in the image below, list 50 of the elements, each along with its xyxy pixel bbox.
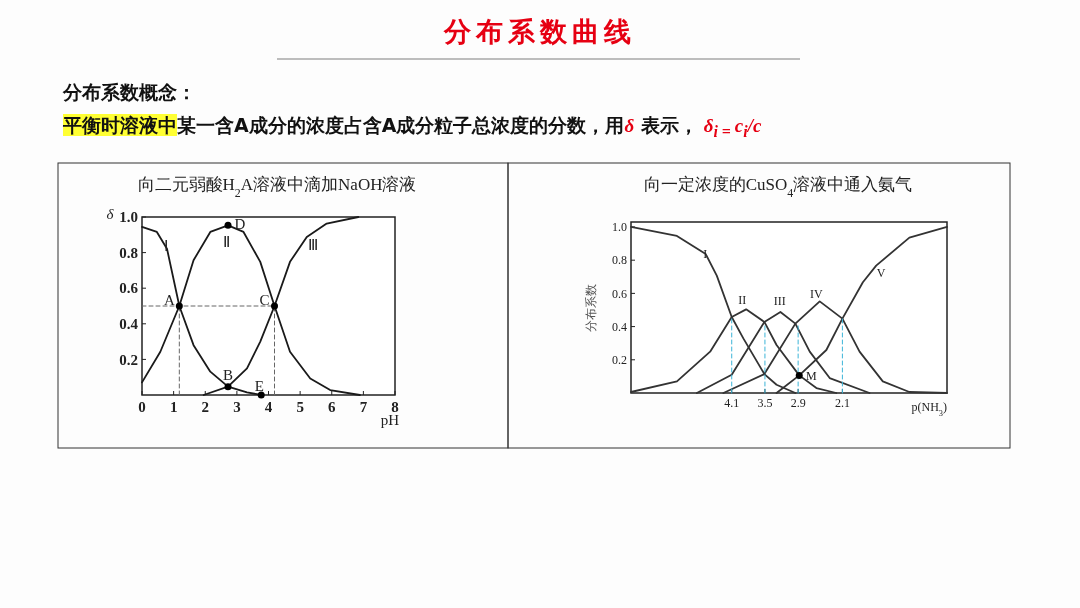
- y-tick-label: 0.2: [612, 353, 627, 367]
- y-tick-label: 0.2: [119, 351, 138, 368]
- legend-label: Ⅰ: [164, 237, 169, 254]
- chart-title: 向二元弱酸H$_{2}$A溶液中滴加NaOH溶液: [137, 175, 417, 200]
- series-label: I: [703, 247, 708, 262]
- x-tick-label: 0: [138, 399, 146, 415]
- series-label: Ⅲ: [308, 236, 319, 253]
- y-tick-label: 0.8: [612, 253, 627, 268]
- x-tick-label: 7: [359, 399, 368, 415]
- y-axis-title: 分布系数: [584, 283, 598, 332]
- y-tick-label: 0.6: [119, 280, 139, 297]
- x-axis-title: pH: [380, 412, 400, 428]
- text: 分布系数曲线: [442, 15, 637, 49]
- y-tick-label: 1.0: [612, 220, 627, 235]
- x-tick-label: 4.1: [724, 396, 740, 410]
- text: δ$_{i =}$ c$_{i}$/c: [703, 115, 762, 140]
- text: 分布系数概念：: [63, 81, 196, 103]
- series-label: IV: [810, 286, 824, 301]
- x-tick-label: 8: [391, 399, 399, 415]
- x-axis-title: p(NH$_{3}$): [911, 400, 947, 418]
- annotation: B: [223, 366, 234, 383]
- x-tick-label: 2: [201, 399, 209, 415]
- y-tick-label: 0.4: [119, 316, 139, 333]
- text: 平衡时溶液中: [63, 114, 177, 136]
- y-tick-label: 1.0: [119, 209, 138, 226]
- y-tick-label: 0.8: [119, 244, 138, 261]
- text: δ: [624, 115, 635, 136]
- chart-title: 向一定浓度的CuSO$_{4}$溶液中通入氨气: [643, 175, 913, 200]
- series-label: Ⅱ: [223, 234, 231, 251]
- x-tick-label: 3.5: [757, 396, 773, 410]
- series-label: III: [773, 293, 786, 308]
- annotation: D: [234, 215, 246, 232]
- annotation: A: [163, 292, 175, 309]
- x-tick-label: 2.1: [834, 396, 850, 410]
- text: 某一含A成分的浓度占含A成分粒子总浓度的分数，用: [177, 114, 625, 136]
- x-tick-label: 4: [264, 399, 273, 415]
- annotation: M: [805, 368, 817, 383]
- text: 表示，: [639, 114, 698, 136]
- x-tick-label: 2.9: [790, 396, 806, 410]
- series-label: V: [876, 265, 886, 280]
- x-tick-label: 5: [296, 399, 304, 415]
- y-tick-label: 0.4: [612, 319, 627, 334]
- x-tick-label: 1: [169, 399, 178, 415]
- y-axis-title: δ: [106, 206, 115, 222]
- x-tick-label: 3: [233, 399, 241, 415]
- series-label: II: [738, 292, 747, 307]
- annotation: C: [259, 292, 270, 309]
- x-tick-label: 6: [328, 399, 336, 415]
- y-tick-label: 0.6: [612, 286, 627, 301]
- annotation: E: [254, 378, 264, 395]
